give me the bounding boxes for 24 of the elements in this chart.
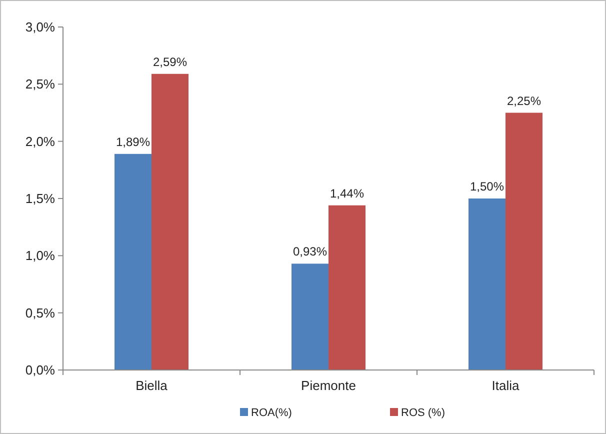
y-tick-label: 1,0% [25,248,56,264]
data-label: 1,50% [470,180,504,194]
y-tick-label: 2,0% [25,134,56,149]
y-tick-label: 0,5% [25,305,56,320]
bar [114,154,152,370]
y-tick-label: 3,0% [25,20,56,35]
bar [152,74,188,370]
y-tick-label: 0,0% [25,362,56,378]
data-label: 2,25% [506,94,542,108]
bar [506,112,542,370]
data-label: 1,89% [116,134,150,149]
data-label: 2,59% [152,54,188,69]
bar [468,198,506,370]
y-tick-label: 2,5% [25,76,56,92]
data-label: 0,93% [292,244,328,259]
y-tick-label: 1,5% [25,191,56,206]
x-tick-label: Biella [136,378,168,393]
legend-label: ROA(%) [251,406,292,419]
data-label: 1,44% [330,186,364,200]
bar [292,264,328,370]
x-tick-label: Piemonte [301,378,356,393]
bar [328,205,366,370]
legend-label: ROS (%) [401,406,445,419]
x-tick-label: Italia [492,378,520,393]
